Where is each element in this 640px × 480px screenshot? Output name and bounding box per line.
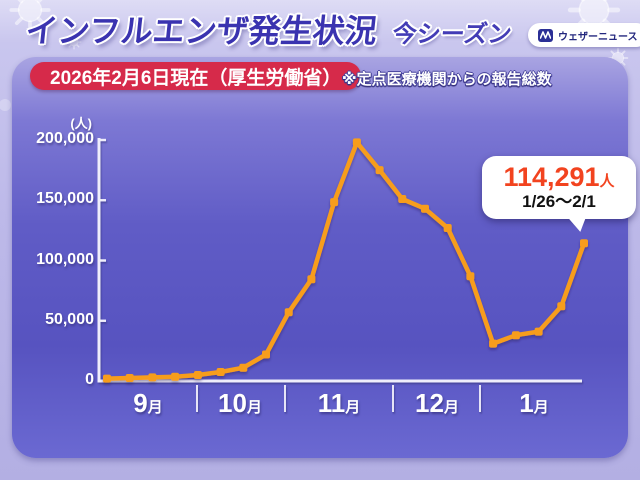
page-title: インフルエンザ発生状況 bbox=[23, 13, 379, 49]
weathernews-logo-text: ウェザーニュース bbox=[558, 31, 638, 43]
header: インフルエンザ発生状況 今シーズン bbox=[23, 6, 513, 52]
dot-decoration bbox=[0, 99, 11, 111]
wni-logo-icon bbox=[538, 28, 553, 42]
date-source-text: 2026年2月6日現在（厚生労働省） bbox=[50, 67, 342, 89]
season-label: 今シーズン bbox=[391, 21, 513, 48]
report-note: ※定点医療機関からの報告総数 bbox=[342, 71, 552, 88]
latest-value-number: 114,291 bbox=[503, 162, 600, 192]
chart-panel bbox=[12, 57, 628, 458]
date-source-badge: 2026年2月6日現在（厚生労働省） bbox=[30, 62, 362, 90]
latest-value-period: 1/26～2/1 bbox=[522, 192, 596, 212]
latest-value: 114,291 人 bbox=[486, 162, 632, 192]
latest-value-unit: 人 bbox=[599, 173, 615, 190]
latest-value-callout: 114,291 人 1/26～2/1 bbox=[482, 156, 636, 219]
weathernews-logo: ウェザーニュース bbox=[528, 23, 640, 47]
